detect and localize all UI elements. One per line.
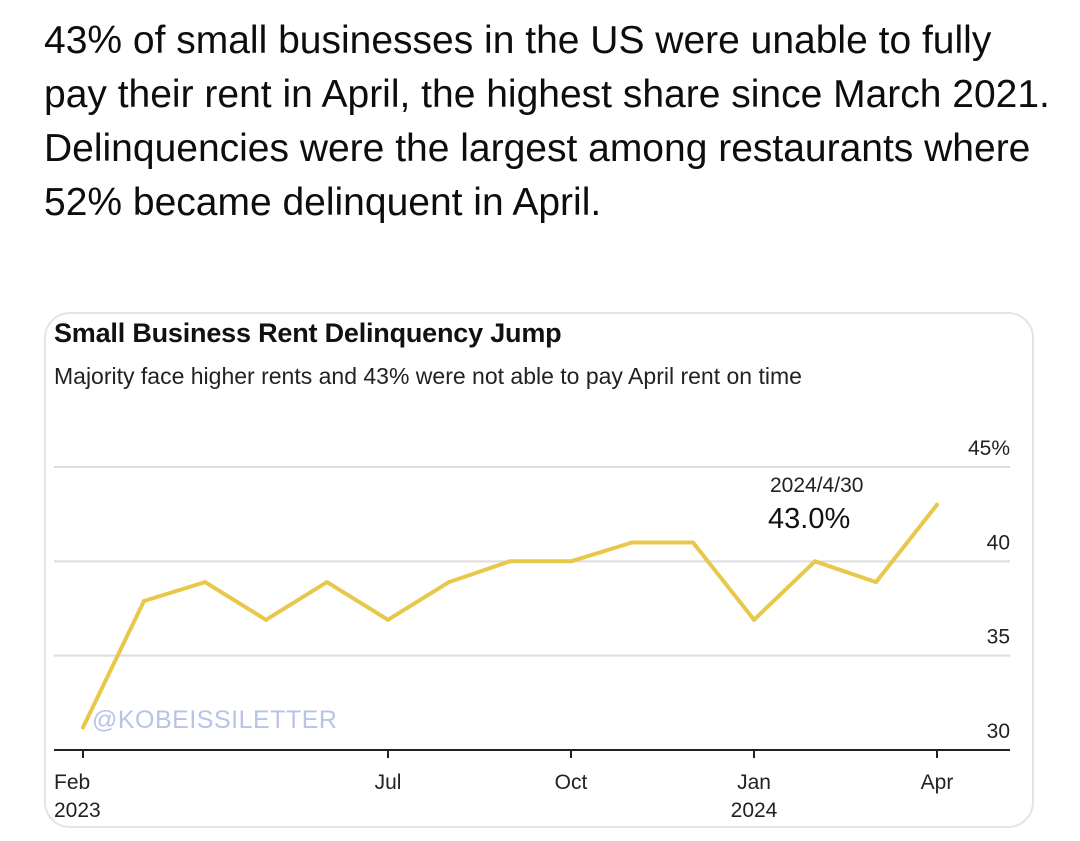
- x-tick-label: Feb: [54, 771, 90, 794]
- x-tick-label: Oct: [555, 771, 588, 794]
- x-tick-label: Jul: [375, 771, 402, 794]
- y-tick-label: 45%: [968, 437, 1010, 460]
- headline: 43% of small businesses in the US were u…: [44, 19, 1050, 224]
- x-tick-label: Jan: [737, 771, 771, 794]
- callout-value: 43.0%: [768, 503, 851, 535]
- data-point: [935, 502, 939, 507]
- data-point: [569, 559, 573, 564]
- y-tick-label: 35: [987, 626, 1010, 649]
- data-point: [203, 580, 207, 585]
- data-point: [874, 580, 878, 585]
- data-point: [81, 725, 85, 730]
- chart-subtitle: Majority face higher rents and 43% were …: [54, 363, 802, 389]
- y-tick-label: 40: [987, 531, 1010, 554]
- data-point: [386, 617, 390, 622]
- x-tick-year-label: 2024: [731, 799, 778, 822]
- series-line: [81, 502, 939, 730]
- callout-date: 2024/4/30: [770, 474, 864, 497]
- y-tick-label: 30: [987, 720, 1010, 743]
- x-tick-label: Apr: [921, 771, 954, 794]
- chart-card: [44, 312, 1034, 828]
- data-point: [813, 559, 817, 564]
- data-point: [447, 580, 451, 585]
- watermark: @KOBEISSILETTER: [92, 706, 338, 734]
- data-point: [691, 540, 695, 545]
- data-point: [264, 617, 268, 622]
- chart-title: Small Business Rent Delinquency Jump: [54, 318, 562, 348]
- data-point: [752, 617, 756, 622]
- data-point: [142, 599, 146, 603]
- x-tick-year-label: 2023: [54, 799, 101, 822]
- data-point: [630, 540, 634, 545]
- data-point: [508, 559, 512, 564]
- data-point: [325, 580, 329, 585]
